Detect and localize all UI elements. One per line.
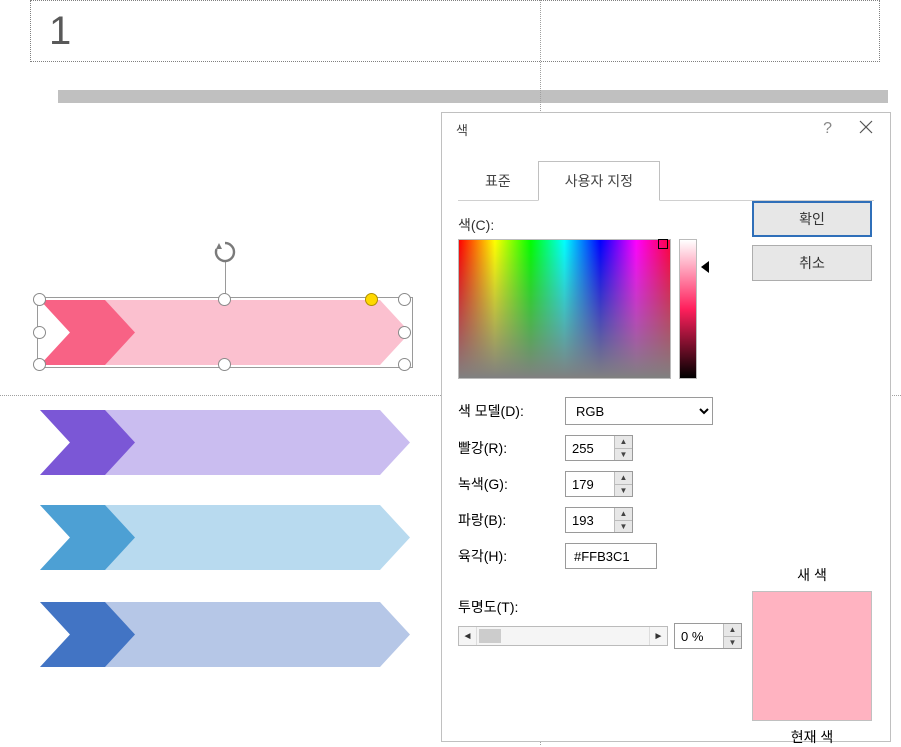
- new-color-swatch: [753, 592, 871, 656]
- color-model-label: 색 모델(D):: [458, 401, 553, 421]
- new-color-label: 새 색: [752, 565, 872, 585]
- blue-label: 파랑(B):: [458, 510, 553, 530]
- tab-standard[interactable]: 표준: [458, 161, 538, 201]
- tabs: 표준 사용자 지정: [458, 161, 874, 201]
- blue-spin-up[interactable]: ▲: [615, 508, 632, 521]
- hex-input[interactable]: [565, 543, 657, 569]
- value-slider-arrow[interactable]: [701, 261, 709, 273]
- transparency-thumb[interactable]: [479, 629, 501, 643]
- transparency-slider[interactable]: ◄ ►: [458, 626, 668, 646]
- transparency-input[interactable]: [675, 624, 723, 648]
- help-button[interactable]: ?: [823, 120, 832, 138]
- transparency-inc[interactable]: ►: [649, 627, 667, 645]
- blue-input[interactable]: [566, 508, 614, 532]
- dialog-title: 색: [456, 120, 468, 139]
- slide-title-text: 1: [49, 9, 71, 54]
- green-label: 녹색(G):: [458, 474, 553, 494]
- color-swatch: [752, 591, 872, 721]
- red-input[interactable]: [566, 436, 614, 460]
- red-label: 빨강(R):: [458, 438, 553, 458]
- section-divider-bar: [58, 90, 888, 103]
- arrow-shape[interactable]: [40, 602, 410, 667]
- tab-custom[interactable]: 사용자 지정: [538, 161, 660, 201]
- color-field-cursor[interactable]: [658, 239, 668, 249]
- red-spin-up[interactable]: ▲: [615, 436, 632, 449]
- arrow-shape[interactable]: [40, 410, 410, 475]
- green-input[interactable]: [566, 472, 614, 496]
- green-spin-up[interactable]: ▲: [615, 472, 632, 485]
- rotate-handle-icon[interactable]: [213, 240, 237, 264]
- color-model-select[interactable]: RGB: [565, 397, 713, 425]
- green-spin-down[interactable]: ▼: [615, 485, 632, 497]
- transparency-spin-up[interactable]: ▲: [724, 624, 741, 637]
- selection-handles[interactable]: [40, 300, 410, 365]
- blue-spin-down[interactable]: ▼: [615, 521, 632, 533]
- color-dialog: 색 ? 표준 사용자 지정 확인 취소 색(C):: [441, 112, 891, 742]
- transparency-dec[interactable]: ◄: [459, 627, 477, 645]
- close-icon[interactable]: [856, 120, 876, 139]
- hex-label: 육각(H):: [458, 546, 553, 566]
- current-color-swatch: [753, 656, 871, 720]
- ok-button[interactable]: 확인: [752, 201, 872, 237]
- arrow-shape[interactable]: [40, 505, 410, 570]
- red-spin-down[interactable]: ▼: [615, 449, 632, 461]
- transparency-spin-down[interactable]: ▼: [724, 637, 741, 649]
- value-slider[interactable]: [679, 239, 697, 379]
- current-color-label: 현재 색: [752, 727, 872, 747]
- color-field[interactable]: [458, 239, 671, 379]
- dialog-titlebar[interactable]: 색 ?: [442, 113, 890, 145]
- cancel-button[interactable]: 취소: [752, 245, 872, 281]
- color-field-label: 색(C):: [458, 215, 728, 235]
- slide-title-placeholder[interactable]: 1: [30, 0, 880, 62]
